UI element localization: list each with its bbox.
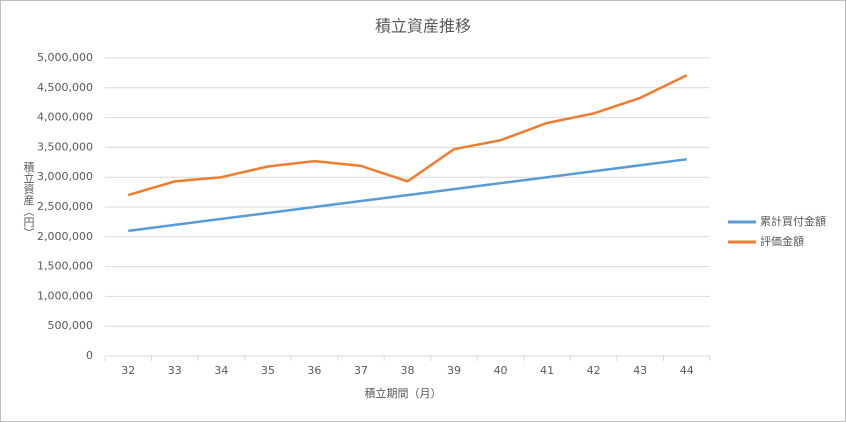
x-tick-label: 38 bbox=[401, 364, 415, 377]
x-tick-label: 35 bbox=[261, 364, 275, 377]
x-tick-label: 41 bbox=[540, 364, 554, 377]
x-tick-label: 42 bbox=[587, 364, 601, 377]
x-tick-label: 40 bbox=[494, 364, 508, 377]
x-tick-label: 43 bbox=[633, 364, 647, 377]
x-tick-label: 44 bbox=[680, 364, 694, 377]
x-tick-label: 37 bbox=[354, 364, 368, 377]
y-axis-label: 積立資産（円） bbox=[22, 160, 35, 238]
series-line bbox=[127, 74, 688, 197]
y-tick-label: 2,000,000 bbox=[37, 230, 93, 243]
legend-label: 評価金額 bbox=[760, 234, 804, 248]
x-tick-label: 33 bbox=[168, 364, 182, 377]
y-tick-label: 3,500,000 bbox=[37, 140, 93, 153]
y-tick-label: 0 bbox=[86, 349, 93, 362]
chart-title: 積立資産推移 bbox=[375, 17, 471, 36]
x-tick-label: 36 bbox=[307, 364, 321, 377]
y-tick-label: 1,500,000 bbox=[37, 260, 93, 273]
y-tick-label: 1,000,000 bbox=[37, 289, 93, 302]
y-tick-label: 5,000,000 bbox=[37, 51, 93, 64]
legend-label: 累計買付金額 bbox=[760, 214, 826, 228]
y-tick-label: 4,500,000 bbox=[37, 81, 93, 94]
x-tick-label: 39 bbox=[447, 364, 461, 377]
y-tick-label: 500,000 bbox=[48, 319, 94, 332]
x-tick-label: 32 bbox=[121, 364, 135, 377]
y-tick-label: 4,000,000 bbox=[37, 111, 93, 124]
y-tick-label: 3,000,000 bbox=[37, 170, 93, 183]
y-tick-label: 2,500,000 bbox=[37, 200, 93, 213]
x-axis-label: 積立期間（月） bbox=[365, 386, 442, 400]
series-line bbox=[128, 158, 687, 233]
x-tick-label: 34 bbox=[214, 364, 228, 377]
